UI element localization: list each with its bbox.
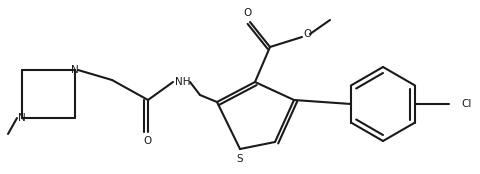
Text: N: N [18, 113, 26, 123]
Text: O: O [303, 29, 311, 39]
Text: Cl: Cl [462, 99, 472, 109]
Text: O: O [244, 8, 252, 18]
Text: S: S [237, 154, 243, 164]
Text: N: N [71, 65, 79, 75]
Text: NH: NH [175, 77, 191, 87]
Text: O: O [144, 136, 152, 146]
